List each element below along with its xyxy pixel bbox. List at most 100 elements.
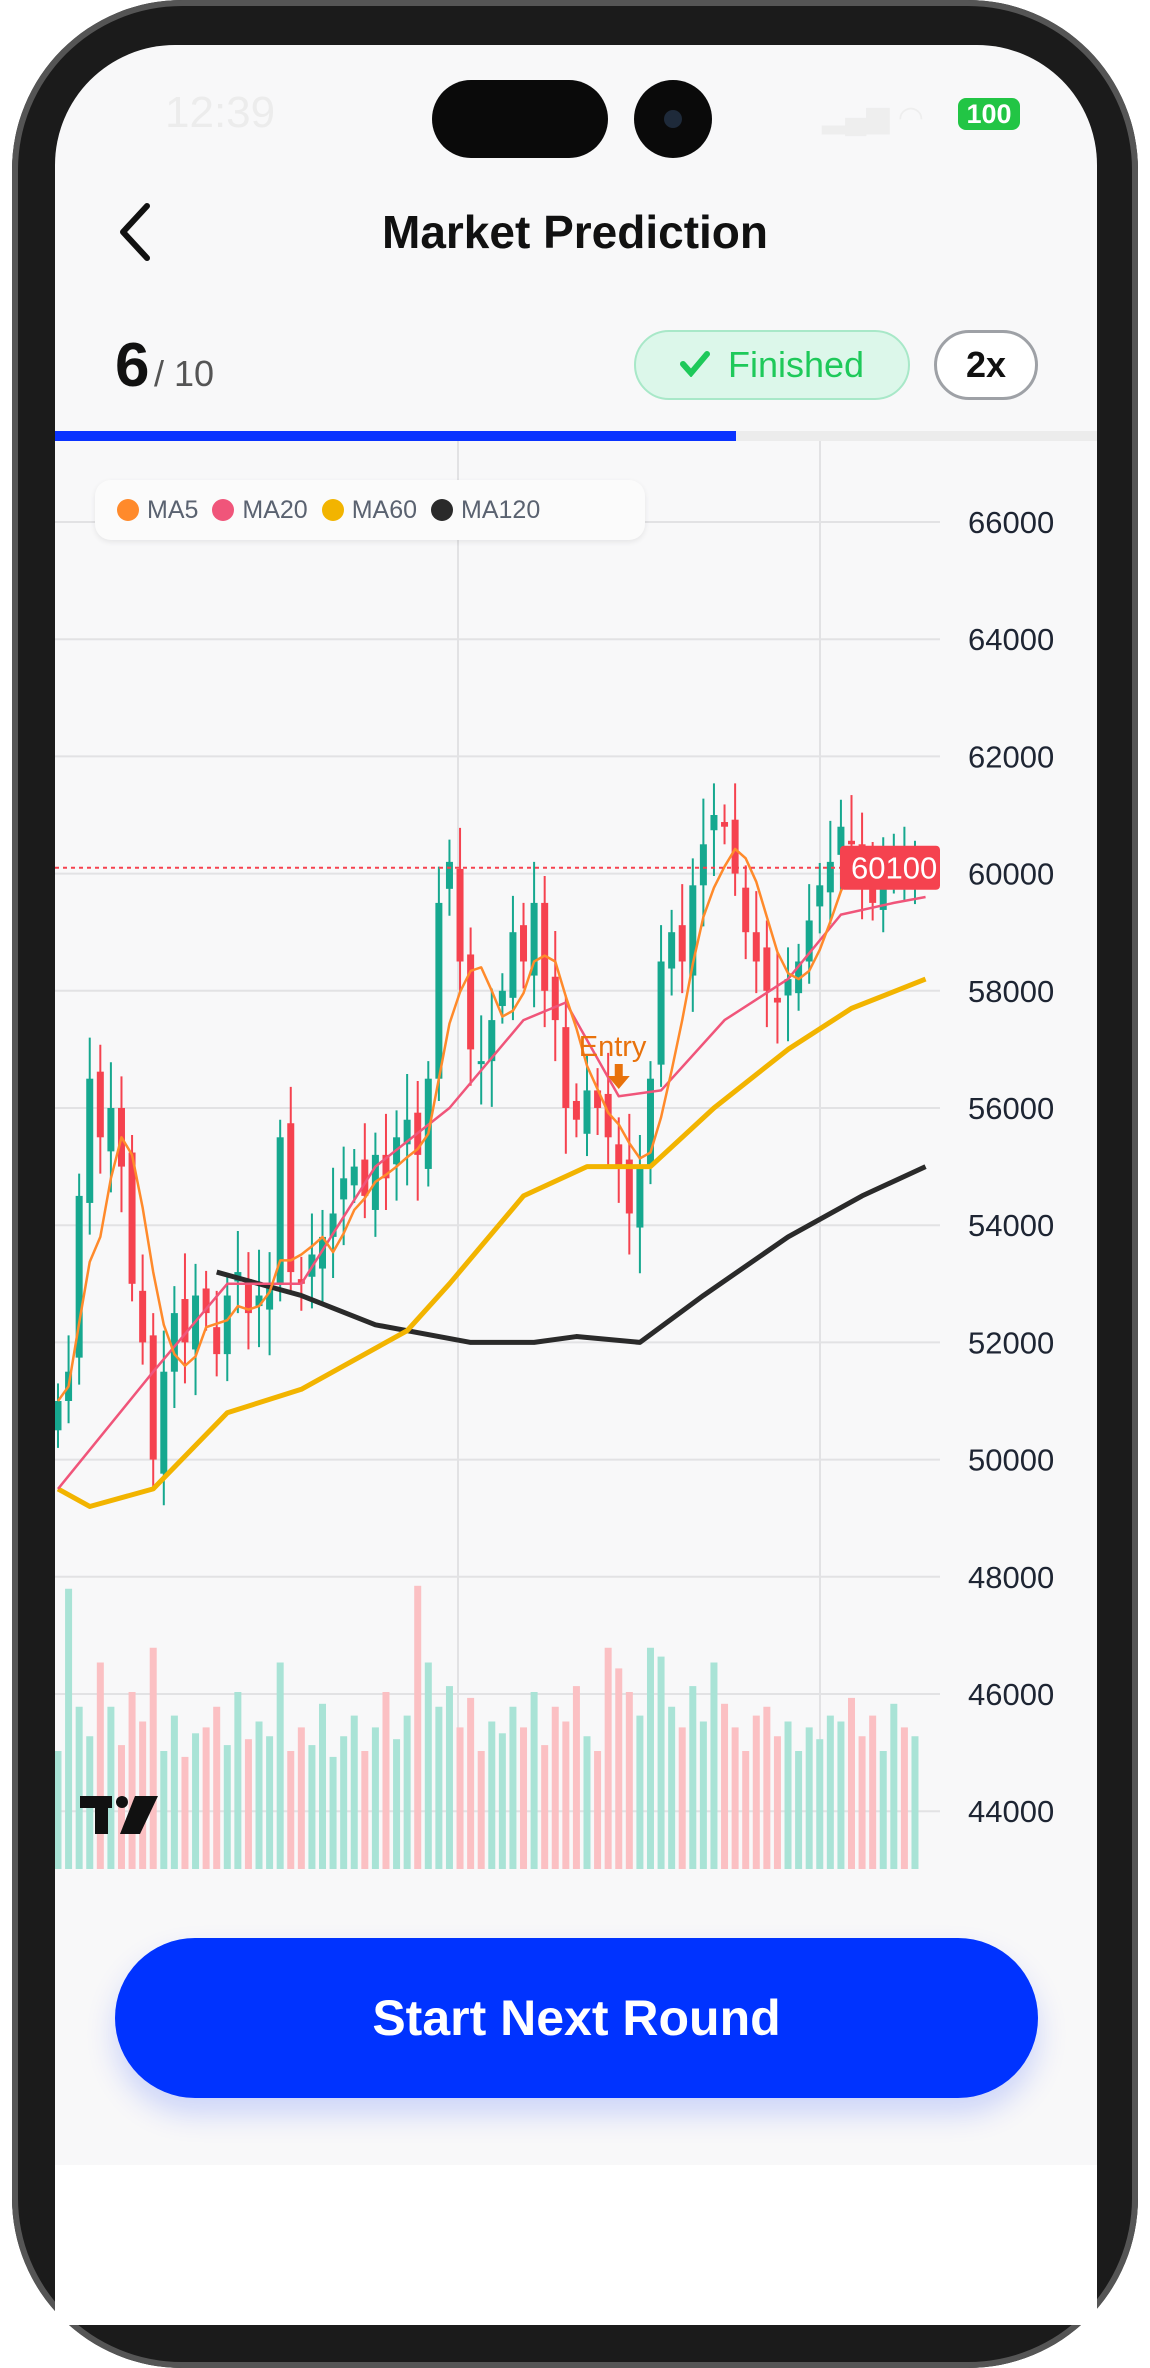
candle-body	[498, 990, 506, 1007]
round-total: / 10	[153, 353, 214, 394]
y-tick-label: 60000	[968, 857, 1054, 892]
last-price-tag	[840, 845, 940, 890]
candle-body	[202, 1288, 210, 1314]
volume-bar	[721, 1703, 729, 1869]
volume-bar	[340, 1736, 348, 1869]
volume-bar	[319, 1703, 326, 1869]
volume-bar	[75, 1706, 83, 1869]
status-time: 12:39	[165, 88, 276, 137]
volume-bar	[763, 1706, 771, 1869]
battery-indicator: 100	[958, 98, 1020, 130]
candle-body	[255, 1295, 263, 1307]
volume-bar	[699, 1721, 707, 1869]
y-tick-label: 56000	[968, 1091, 1054, 1126]
candle-body	[678, 925, 686, 962]
volume-bar	[456, 1727, 464, 1869]
volume-bar	[837, 1721, 845, 1869]
status-label: Finished	[727, 344, 865, 385]
volume-bar	[371, 1727, 379, 1869]
candle-body	[128, 1152, 136, 1284]
volume-bar	[329, 1756, 337, 1869]
signal-wifi-icon: ▂▄▆ ◠	[822, 101, 924, 134]
volume-bar	[477, 1751, 485, 1869]
y-tick-label: 66000	[968, 505, 1054, 540]
candle-body	[689, 885, 697, 976]
volume-bar	[530, 1692, 538, 1869]
volume-bar	[689, 1686, 697, 1869]
candle-body	[276, 1137, 284, 1284]
volume-bar	[551, 1706, 559, 1869]
round-current: 6	[115, 331, 150, 400]
speed-button[interactable]: 2x	[934, 330, 1038, 400]
tradingview-logo-icon	[80, 1796, 158, 1834]
volume-bar	[488, 1721, 496, 1869]
candle-body	[75, 1195, 83, 1358]
candle-body	[509, 932, 517, 998]
volume-bar	[276, 1662, 284, 1869]
candle-body	[795, 961, 803, 994]
page-title: Market Prediction	[382, 206, 768, 258]
candle-body	[572, 1100, 580, 1120]
candle-body	[752, 932, 760, 962]
chevron-left-icon[interactable]	[115, 200, 155, 278]
volume-bar	[424, 1662, 432, 1869]
legend-dot	[117, 499, 139, 521]
candle-body	[594, 1090, 602, 1108]
candle-body	[107, 1108, 115, 1152]
volume-bar	[869, 1715, 877, 1869]
volume-bar	[149, 1647, 157, 1869]
volume-bar	[361, 1751, 369, 1869]
y-tick-label: 52000	[968, 1325, 1054, 1360]
chart-legend: MA5 MA20 MA60 MA120	[95, 480, 645, 540]
legend-label: MA20	[242, 495, 308, 524]
candle-body	[382, 1154, 390, 1179]
candle-body	[287, 1123, 295, 1273]
candle-body	[477, 1061, 485, 1065]
candle-body	[403, 1119, 411, 1145]
legend-item-ma60: MA60	[321, 496, 417, 525]
volume-bar	[816, 1739, 824, 1869]
y-tick-label: 54000	[968, 1208, 1054, 1243]
candle-body	[266, 1283, 274, 1310]
candle-body	[244, 1279, 252, 1314]
volume-bar	[541, 1745, 549, 1869]
candle-body	[710, 815, 718, 831]
volume-bar	[308, 1745, 316, 1869]
candle-body	[223, 1295, 231, 1355]
volume-bar	[107, 1706, 115, 1869]
volume-bar	[382, 1692, 390, 1869]
candle-body	[773, 997, 781, 1003]
last-price-label: 60100	[851, 851, 937, 886]
volume-bar	[636, 1715, 644, 1869]
ma5-line	[56, 847, 916, 1402]
y-tick-label: 48000	[968, 1560, 1054, 1595]
candle-body	[625, 1159, 633, 1214]
volume-bar	[403, 1715, 411, 1869]
progress-fill	[55, 431, 737, 441]
candle-body	[55, 1401, 62, 1431]
volume-bar	[615, 1668, 623, 1869]
volume-bar	[213, 1706, 221, 1869]
y-tick-label: 46000	[968, 1677, 1054, 1712]
volume-bar	[805, 1727, 813, 1869]
legend-label: MA5	[147, 495, 199, 524]
y-tick-label: 62000	[968, 739, 1054, 774]
round-counter: 6 / 10	[115, 330, 214, 401]
volume-bar	[572, 1686, 580, 1869]
chart-background	[55, 441, 1097, 1871]
volume-bar	[65, 1588, 73, 1869]
volume-bar	[826, 1715, 834, 1869]
candlestick-chart[interactable]: 66000 64000 62000 60000 58000 56000 54000 52000…	[55, 441, 1097, 1871]
y-tick-label: 50000	[968, 1443, 1054, 1478]
legend-label: MA120	[461, 495, 541, 524]
candle-body	[445, 861, 453, 889]
candle-body	[488, 1020, 496, 1062]
status-badge: Finished	[634, 330, 910, 400]
candle-body	[329, 1213, 337, 1237]
candle-body	[170, 1313, 178, 1372]
candle-body	[551, 976, 559, 1021]
volume-bar	[181, 1756, 189, 1869]
check-icon	[679, 344, 710, 386]
start-next-round-button[interactable]: Start Next Round	[115, 1938, 1038, 2098]
volume-bar	[445, 1686, 453, 1869]
